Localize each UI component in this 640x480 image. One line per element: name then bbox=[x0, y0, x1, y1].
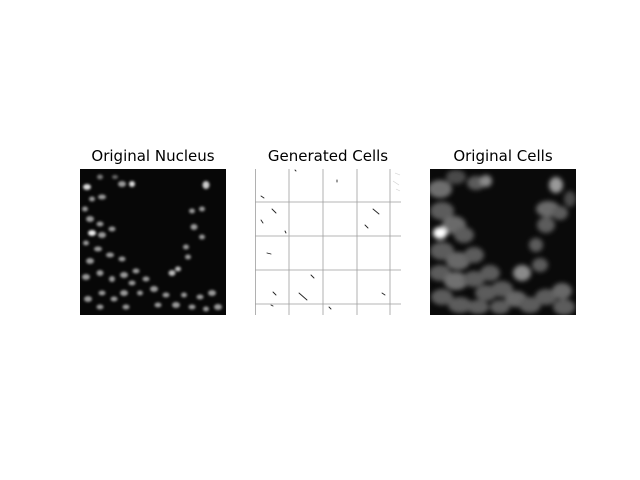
panel-title-original-nucleus: Original Nucleus bbox=[91, 147, 215, 165]
panel-title-original-cells: Original Cells bbox=[453, 147, 553, 165]
original-cells-image bbox=[430, 169, 576, 315]
panel-title-generated-cells: Generated Cells bbox=[267, 147, 389, 165]
generated-cells-image bbox=[255, 169, 401, 315]
original-nucleus-image bbox=[80, 169, 226, 315]
